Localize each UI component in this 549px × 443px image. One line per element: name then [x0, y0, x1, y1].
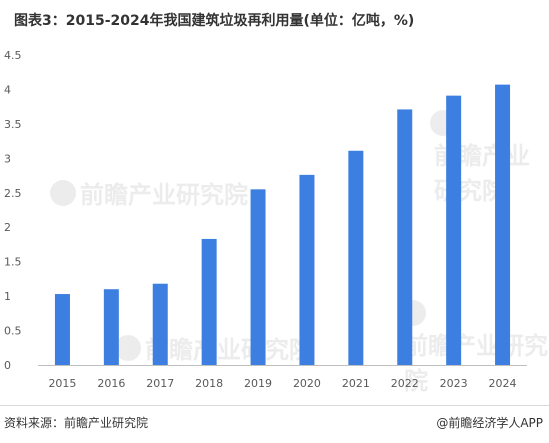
x-axis: 2015 2016 2017 2018 2019 2020 2021 2022 2023 2024	[48, 377, 516, 390]
x-tick-label: 2018	[195, 377, 223, 390]
bar-2016	[103, 289, 119, 365]
y-tick-label: 1	[4, 290, 11, 303]
y-axis: 0 0.5 1 1.5 2 2.5 3 3.5 4 4.5	[4, 49, 22, 372]
source-note: 资料来源：前瞻产业研究院	[4, 416, 149, 430]
x-tick-label: 2019	[244, 377, 272, 390]
y-tick-label: 0	[4, 359, 11, 372]
x-tick-label: 2022	[391, 377, 419, 390]
x-tick-label: 2020	[293, 377, 321, 390]
y-tick-label: 0.5	[4, 325, 22, 338]
y-tick-label: 1.5	[4, 256, 22, 269]
bar-2017	[152, 283, 168, 365]
x-tick-label: 2017	[146, 377, 174, 390]
bar-2019	[250, 189, 266, 365]
x-tick-label: 2023	[440, 377, 468, 390]
bars	[54, 84, 511, 366]
chart-title: 图表3：2015-2024年我国建筑垃圾再利用量(单位：亿吨，%)	[14, 13, 415, 29]
bar-2021	[348, 150, 364, 365]
bar-2023	[446, 95, 462, 366]
x-tick-label: 2015	[48, 377, 76, 390]
x-tick-label: 2021	[342, 377, 370, 390]
y-tick-label: 2	[4, 221, 11, 234]
bar-2018	[201, 238, 217, 365]
credit-note: @前瞻经济学人APP	[436, 416, 543, 430]
y-tick-label: 3.5	[4, 118, 22, 131]
bar-2024	[495, 84, 511, 365]
y-tick-label: 2.5	[4, 187, 22, 200]
y-tick-label: 4.5	[4, 49, 22, 62]
y-tick-label: 3	[4, 152, 11, 165]
footer-divider	[0, 405, 549, 406]
bar-2022	[397, 109, 413, 365]
bar-2015	[54, 294, 70, 365]
y-tick-label: 4	[4, 83, 11, 96]
x-tick-label: 2016	[97, 377, 125, 390]
x-tick-label: 2024	[489, 377, 517, 390]
bar-2020	[299, 174, 315, 365]
